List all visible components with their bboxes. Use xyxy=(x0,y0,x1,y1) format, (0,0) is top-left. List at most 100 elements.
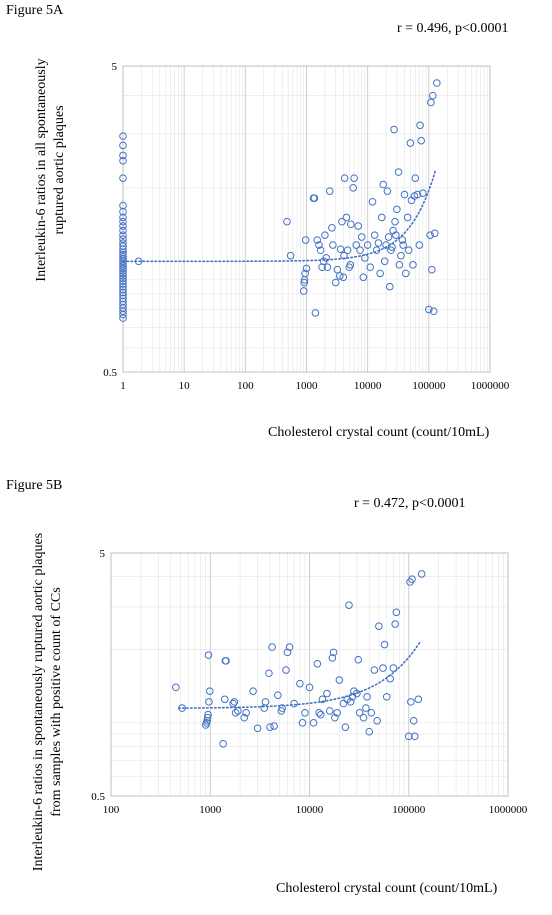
fig-b-data-point xyxy=(354,655,363,664)
fig-a-data-point xyxy=(346,261,355,269)
fig-a-data-point xyxy=(347,220,355,229)
fig-a-data-point xyxy=(391,217,399,226)
fig-a-data-point xyxy=(339,273,348,282)
figure-5a-correlation: r = 0.496, p<0.0001 xyxy=(397,21,509,36)
fig-a-data-point xyxy=(359,273,368,282)
fig-a-data-point xyxy=(119,141,127,150)
fig-b-data-point xyxy=(305,683,314,692)
fig-a-x-tick-label: 10 xyxy=(179,380,191,392)
fig-a-data-point xyxy=(338,217,346,226)
fig-a-x-tick-label: 100 xyxy=(237,380,254,392)
fig-a-data-point xyxy=(416,121,424,130)
fig-b-data-point xyxy=(204,710,212,719)
fig-a-data-point xyxy=(433,79,441,87)
fig-b-data-point xyxy=(353,689,361,698)
fig-b-plot-area xyxy=(110,552,509,797)
fig-b-data-point xyxy=(386,674,394,683)
fig-b-data-point xyxy=(266,723,274,731)
fig-b-data-point xyxy=(329,648,338,657)
fig-a-data-point xyxy=(322,254,331,262)
fig-a-data-point xyxy=(428,265,436,274)
fig-a-data-point xyxy=(379,180,388,189)
fig-b-data-point xyxy=(268,643,276,651)
fig-a-data-point xyxy=(313,236,322,244)
fig-a-x-tick-label: 10000 xyxy=(354,380,382,392)
fig-a-data-point xyxy=(336,245,345,253)
fig-a-data-point xyxy=(286,251,295,260)
fig-b-data-point xyxy=(240,713,249,722)
fig-a-data-point xyxy=(403,213,412,222)
fig-a-data-point xyxy=(119,269,127,278)
fig-b-data-point xyxy=(367,708,376,717)
fig-b-data-point xyxy=(265,669,273,678)
fig-b-data-point xyxy=(379,664,387,672)
fig-b-x-tick-label: 1000 xyxy=(199,804,222,816)
fig-a-data-point xyxy=(119,272,127,280)
fig-b-data-point xyxy=(249,687,257,695)
fig-a-data-point xyxy=(383,187,392,195)
fig-a-data-point xyxy=(325,187,334,195)
fig-b-data-point xyxy=(355,708,364,717)
fig-a-data-point xyxy=(119,151,127,160)
fig-b-data-point xyxy=(331,713,339,722)
fig-b-data-point xyxy=(341,723,350,731)
fig-b-data-point xyxy=(253,724,262,733)
fig-b-data-point xyxy=(230,698,239,706)
fig-a-data-point xyxy=(119,213,127,222)
fig-a-data-point xyxy=(119,201,127,210)
fig-a-data-point xyxy=(377,213,386,222)
fig-a-data-point xyxy=(409,261,417,269)
fig-a-data-point xyxy=(356,246,364,255)
fig-a-data-point xyxy=(394,168,403,176)
fig-a-data-point xyxy=(340,251,348,260)
fig-a-data-point xyxy=(310,194,319,202)
fig-b-data-point xyxy=(404,732,413,741)
fig-b-data-point xyxy=(391,620,399,628)
fig-a-data-point xyxy=(283,217,291,226)
fig-a-data-point xyxy=(370,231,379,239)
fig-a-data-point xyxy=(328,223,336,232)
fig-a-x-tick-label: 1 xyxy=(120,380,126,392)
fig-a-data-point xyxy=(401,269,410,278)
fig-b-data-point xyxy=(392,608,401,617)
fig-a-x-tick-label: 100000 xyxy=(412,380,446,392)
fig-a-data-point xyxy=(311,309,320,317)
fig-a-data-point xyxy=(302,264,311,273)
fig-b-data-point xyxy=(274,691,282,699)
fig-b-data-point xyxy=(298,719,307,727)
fig-b-data-point xyxy=(382,692,391,701)
fig-a-data-point xyxy=(419,189,427,197)
figure-5b-correlation: r = 0.472, p<0.0001 xyxy=(354,496,466,511)
fig-a-data-point xyxy=(119,277,127,286)
fig-a-data-point xyxy=(404,246,413,255)
fig-b-data-point xyxy=(359,713,368,722)
fig-b-data-point xyxy=(313,659,322,668)
fig-a-data-point xyxy=(119,285,127,294)
fig-b-data-point xyxy=(417,570,426,578)
fig-a-data-point xyxy=(427,98,435,107)
fig-b-data-point xyxy=(375,622,383,630)
figure-5a-x-axis-label: Cholesterol crystal count (count/10mL) xyxy=(268,425,490,440)
fig-a-data-point xyxy=(119,217,127,226)
fig-a-data-point xyxy=(352,241,361,249)
fig-a-data-point xyxy=(430,229,439,238)
fig-a-data-point xyxy=(335,272,344,280)
fig-a-data-point xyxy=(343,246,352,255)
fig-a-data-point xyxy=(342,213,351,222)
fig-a-data-point xyxy=(323,263,332,272)
fig-b-data-point xyxy=(335,676,344,684)
fig-b-data-point xyxy=(345,601,353,609)
fig-a-data-point xyxy=(380,257,389,266)
fig-a-data-point xyxy=(119,250,127,259)
fig-b-y-tick-label: 0.5 xyxy=(91,791,105,803)
fig-b-data-point xyxy=(409,716,418,725)
fig-b-data-point xyxy=(203,713,212,722)
fig-b-data-point xyxy=(309,719,318,727)
fig-b-data-point xyxy=(373,716,381,725)
fig-a-data-point xyxy=(301,236,310,244)
fig-a-data-point xyxy=(119,264,127,273)
figure-5a-label: Figure 5A xyxy=(6,3,64,18)
fig-b-x-tick-label: 10000 xyxy=(296,804,324,816)
fig-b-data-point xyxy=(414,695,423,704)
fig-b-data-point xyxy=(278,704,286,712)
